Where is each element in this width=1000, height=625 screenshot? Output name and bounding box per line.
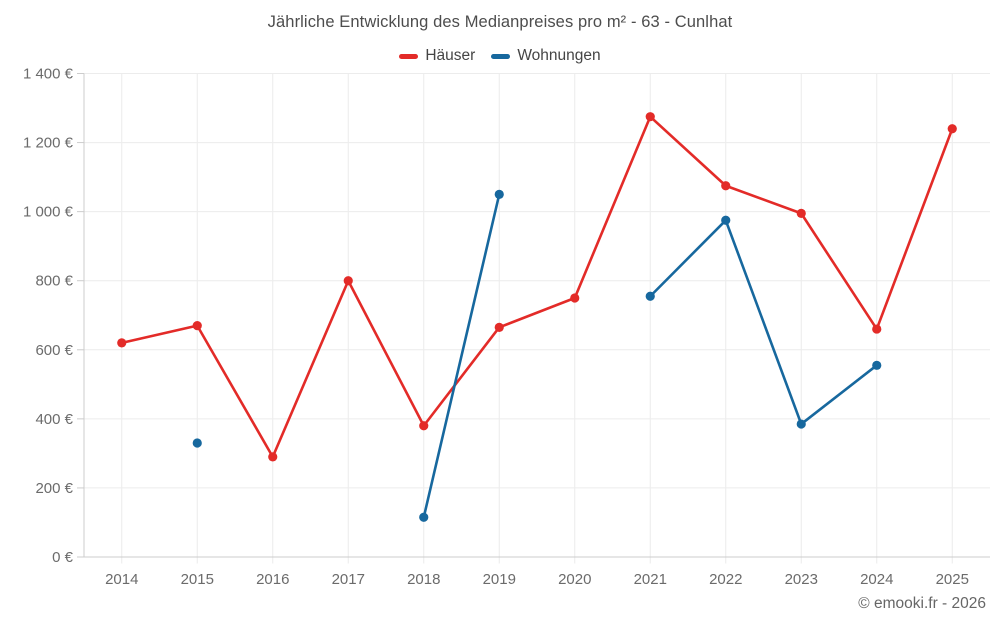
- y-axis-tick-label: 600 €: [35, 342, 73, 359]
- x-axis-tick-label: 2023: [785, 571, 818, 588]
- wohnungen-data-point[interactable]: [645, 291, 655, 301]
- wohnungen-data-point[interactable]: [721, 215, 731, 225]
- y-axis-tick-label: 0 €: [52, 549, 74, 566]
- legend-label-haeuser: Häuser: [425, 47, 476, 64]
- y-axis-tick-label: 1 400 €: [23, 66, 74, 83]
- wohnungen-series-line: [422, 193, 501, 519]
- legend-item-haeuser[interactable]: Häuser: [399, 47, 475, 65]
- wohnungen-data-point[interactable]: [419, 512, 429, 522]
- x-axis-tick-label: 2015: [181, 571, 214, 588]
- wohnungen-data-point[interactable]: [192, 438, 202, 448]
- x-axis-tick-label: 2019: [483, 571, 516, 588]
- x-axis-tick-label: 2021: [634, 571, 667, 588]
- wohnungen-data-point[interactable]: [796, 419, 806, 429]
- x-axis-tick-label: 2020: [558, 571, 591, 588]
- wohnungen-data-point[interactable]: [494, 189, 504, 199]
- chart-legend: Häuser Wohnungen: [0, 47, 1000, 65]
- wohnungen-data-point[interactable]: [872, 360, 882, 370]
- h-user-series-line: [120, 115, 954, 459]
- legend-item-wohnungen[interactable]: Wohnungen: [491, 47, 601, 65]
- y-axis-tick-label: 200 €: [35, 480, 73, 497]
- y-axis-tick-label: 1 000 €: [23, 204, 74, 221]
- legend-label-wohnungen: Wohnungen: [517, 47, 601, 64]
- x-axis-tick-label: 2024: [860, 571, 893, 588]
- h-user-data-point[interactable]: [268, 452, 278, 462]
- x-axis-tick-label: 2018: [407, 571, 440, 588]
- h-user-data-point[interactable]: [192, 321, 202, 331]
- h-user-data-point[interactable]: [872, 324, 882, 334]
- x-axis-tick-label: 2017: [332, 571, 365, 588]
- wohnungen-series-swatch-icon: [491, 53, 511, 59]
- y-axis-tick-label: 400 €: [35, 411, 73, 428]
- x-axis-tick-label: 2016: [256, 571, 289, 588]
- h-user-data-point[interactable]: [343, 276, 353, 286]
- x-axis-tick-label: 2022: [709, 571, 742, 588]
- h-user-data-point[interactable]: [721, 181, 731, 191]
- wohnungen-series-line: [648, 218, 879, 426]
- y-axis-tick-label: 1 200 €: [23, 135, 74, 152]
- h-user-data-point[interactable]: [419, 421, 429, 431]
- h-user-data-point[interactable]: [645, 112, 655, 122]
- h-user-data-point[interactable]: [570, 293, 580, 303]
- h-user-data-point[interactable]: [494, 322, 504, 332]
- x-axis-tick-label: 2025: [936, 571, 969, 588]
- footer-credit: © emooki.fr - 2026: [858, 595, 986, 612]
- h-user-data-point[interactable]: [947, 124, 957, 134]
- h-user-data-point[interactable]: [117, 338, 127, 348]
- chart-title: Jährliche Entwicklung des Medianpreises …: [267, 13, 733, 31]
- haeuser-series-swatch-icon: [399, 53, 419, 59]
- x-axis-tick-label: 2014: [105, 571, 138, 588]
- y-axis-tick-label: 800 €: [35, 273, 73, 290]
- h-user-data-point[interactable]: [796, 208, 806, 218]
